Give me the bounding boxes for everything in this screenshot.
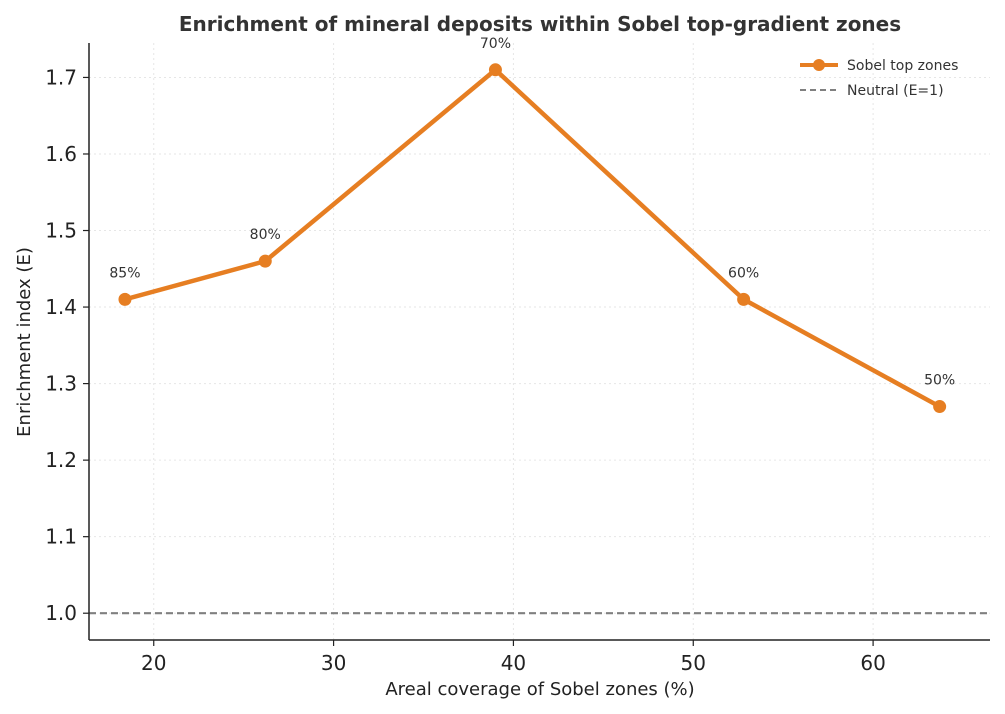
y-tick-label: 1.7 [45,65,77,89]
data-point [258,254,272,268]
y-tick-label: 1.2 [45,448,77,472]
data-point [118,292,132,306]
y-tick-label: 1.3 [45,372,77,396]
ticks: 20 30 40 50 60 1.0 1.1 1.2 1.3 1.4 1.5 1.6 1.7 [45,65,886,675]
chart-title: Enrichment of mineral deposits within So… [179,12,901,36]
data-point-label: 70% [480,36,511,52]
data-labels: 85% 80% 70% 60% 50% [109,36,955,389]
grid [89,43,990,640]
y-tick-label: 1.0 [45,601,77,625]
axes [88,43,990,641]
legend-label-neutral: Neutral (E=1) [847,83,944,99]
y-axis-label: Enrichment index (E) [14,247,35,437]
x-tick-label: 30 [321,651,346,675]
legend-label-series: Sobel top zones [847,58,958,74]
legend: Sobel top zones Neutral (E=1) [800,58,958,99]
series-layer [118,63,947,414]
y-tick-label: 1.1 [45,525,77,549]
data-point-label: 50% [924,373,955,389]
x-tick-label: 50 [681,651,706,675]
data-point-label: 80% [250,227,281,243]
y-tick-label: 1.5 [45,219,77,243]
x-tick-label: 60 [860,651,885,675]
data-point [933,400,947,414]
y-tick-label: 1.6 [45,142,77,166]
legend-marker-series [813,59,825,71]
data-point [737,292,751,306]
x-axis-label: Areal coverage of Sobel zones (%) [385,679,694,700]
data-point [488,63,502,77]
data-point-label: 60% [728,265,759,281]
y-tick-label: 1.4 [45,295,77,319]
x-tick-label: 40 [501,651,526,675]
x-tick-label: 20 [141,651,166,675]
series-line [122,67,942,409]
data-point-label: 85% [109,265,140,281]
